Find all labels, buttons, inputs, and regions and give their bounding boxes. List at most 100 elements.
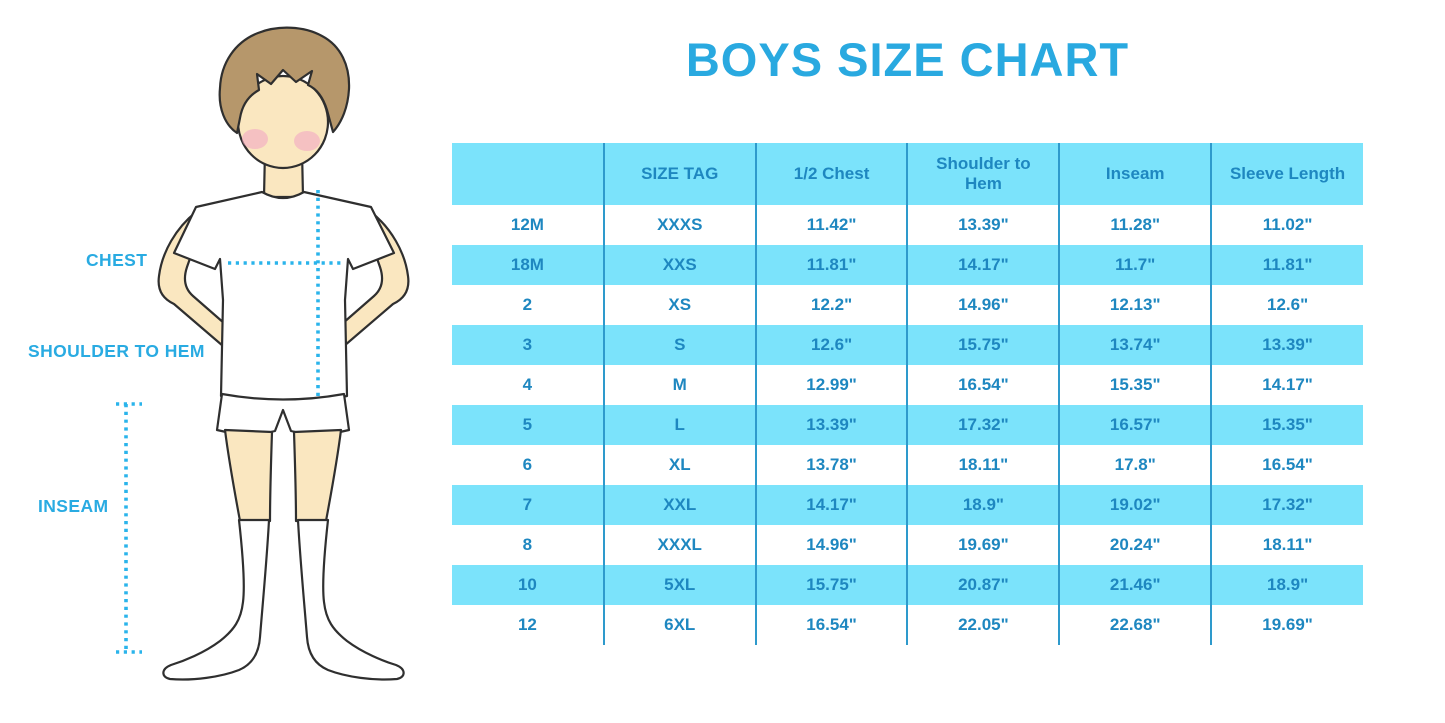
table-head: SIZE TAG 1/2 Chest Shoulder to Hem Inseam Sl… — [452, 143, 1363, 205]
value-cell: 12.99" — [754, 365, 908, 405]
column-header: Sleeve Length — [1210, 143, 1363, 205]
size-cell: 8 — [522, 535, 533, 554]
size-cell: 6 — [522, 455, 533, 474]
size-cell: 18M — [452, 245, 604, 285]
column-header: Shoulder to Hem — [906, 143, 1060, 205]
value-cell: XXL — [602, 485, 756, 525]
value-cell: 15.35" — [1058, 365, 1212, 405]
size-chart-table-wrap: SIZE TAG 1/2 Chest Shoulder to Hem Inseam Sl… — [452, 143, 1363, 645]
measurement-figure: CHEST SHOULDER TO HEM INSEAM — [0, 0, 450, 723]
table-row: 4 M 12.99" 16.54" 15.35" 14.17" — [452, 365, 1363, 405]
right-cheek-shape — [294, 131, 320, 151]
column-header: 1/2 Chest — [754, 143, 908, 205]
table-row: 7 XXL 14.17" 18.9" 19.02" 17.32" — [452, 485, 1363, 525]
value-cell: 19.69" — [1210, 605, 1363, 645]
value-cell: 18.9" — [1210, 565, 1363, 605]
value-cell: 20.87" — [906, 565, 1060, 605]
value-cell: 12.13" — [1058, 285, 1212, 325]
value-cell: 19.02" — [1058, 485, 1212, 525]
value-cell: 13.39" — [754, 405, 908, 445]
inseam-label: INSEAM — [38, 496, 109, 516]
table-row: 2 XS 12.2" 14.96" 12.13" 12.6" — [452, 285, 1363, 325]
page-title: BOYS SIZE CHART — [685, 33, 1130, 86]
value-cell: 13.74" — [1058, 325, 1212, 365]
table-row: 12 6XL 16.54" 22.05" 22.68" 19.69" — [452, 605, 1363, 645]
value-cell: M — [602, 365, 756, 405]
table-row: 18M XXS 11.81" 14.17" 11.7" 11.81" — [452, 245, 1363, 285]
value-cell: XL — [602, 445, 756, 485]
table-body: 12M XXXS 11.42" 13.39" 11.28" 11.02" 18M XXS 11.… — [452, 205, 1363, 645]
value-cell: 18.11" — [906, 445, 1060, 485]
value-cell: 18.11" — [1210, 525, 1363, 565]
value-cell: XXXL — [602, 525, 756, 565]
value-cell: 13.39" — [1210, 325, 1363, 365]
value-cell: 11.02" — [1210, 205, 1363, 245]
size-cell: 12M — [510, 215, 544, 234]
value-cell: 22.68" — [1058, 605, 1212, 645]
value-cell: 21.46" — [1058, 565, 1212, 605]
table-row: 3 S 12.6" 15.75" 13.74" 13.39" — [452, 325, 1363, 365]
shoulder-to-hem-label: SHOULDER TO HEM — [28, 341, 205, 361]
value-cell: 6XL — [602, 605, 756, 645]
value-cell: 14.17" — [906, 245, 1060, 285]
value-cell: 5XL — [602, 565, 756, 605]
value-cell: 11.7" — [1058, 245, 1212, 285]
size-cell: 12 — [517, 615, 537, 634]
value-cell: 19.69" — [906, 525, 1060, 565]
table-row: 10 5XL 15.75" 20.87" 21.46" 18.9" — [452, 565, 1363, 605]
left-thigh-shape — [223, 428, 274, 523]
value-cell: 13.39" — [906, 205, 1060, 245]
value-cell: 11.81" — [1210, 245, 1363, 285]
table-header-row: SIZE TAG 1/2 Chest Shoulder to Hem Inseam Sl… — [452, 143, 1363, 205]
size-cell: 4 — [522, 375, 533, 394]
column-header: SIZE TAG — [602, 143, 756, 205]
size-cell: 3 — [452, 325, 604, 365]
table-row: 5 L 13.39" 17.32" 16.57" 15.35" — [452, 405, 1363, 445]
value-cell: 11.42" — [754, 205, 908, 245]
size-cell: 10 — [452, 565, 604, 605]
table-row: 6 XL 13.78" 18.11" 17.8" 16.54" — [452, 445, 1363, 485]
value-cell: XS — [602, 285, 756, 325]
value-cell: 14.17" — [754, 485, 908, 525]
left-sock-shape — [162, 518, 271, 681]
value-cell: 13.78" — [754, 445, 908, 485]
value-cell: 16.54" — [906, 365, 1060, 405]
left-cheek-shape — [242, 129, 268, 149]
value-cell: 15.75" — [906, 325, 1060, 365]
right-thigh-shape — [292, 428, 343, 523]
value-cell: L — [602, 405, 756, 445]
value-cell: 15.35" — [1210, 405, 1363, 445]
value-cell: 20.24" — [1058, 525, 1212, 565]
value-cell: 17.32" — [906, 405, 1060, 445]
size-chart-table: SIZE TAG 1/2 Chest Shoulder to Hem Inseam Sl… — [452, 143, 1363, 645]
size-column-header — [452, 143, 604, 205]
value-cell: 14.96" — [754, 525, 908, 565]
table-row: 12M XXXS 11.42" 13.39" 11.28" 11.02" — [452, 205, 1363, 245]
value-cell: 14.17" — [1210, 365, 1363, 405]
value-cell: 11.81" — [754, 245, 908, 285]
chest-label: CHEST — [86, 250, 148, 270]
shorts-shape — [215, 392, 351, 436]
value-cell: 12.6" — [1210, 285, 1363, 325]
value-cell: 16.57" — [1058, 405, 1212, 445]
size-cell: 7 — [452, 485, 604, 525]
value-cell: S — [602, 325, 756, 365]
size-cell: 5 — [452, 405, 604, 445]
size-cell: 2 — [522, 295, 533, 314]
value-cell: XXXS — [602, 205, 756, 245]
value-cell: 11.28" — [1058, 205, 1212, 245]
table-row: 8 XXXL 14.96" 19.69" 20.24" 18.11" — [452, 525, 1363, 565]
value-cell: 15.75" — [754, 565, 908, 605]
value-cell: 17.8" — [1058, 445, 1212, 485]
boy-figure-illustration — [116, 26, 410, 681]
value-cell: 12.2" — [754, 285, 908, 325]
value-cell: 12.6" — [754, 325, 908, 365]
value-cell: 16.54" — [1210, 445, 1363, 485]
tshirt-shape — [172, 190, 396, 404]
value-cell: XXS — [602, 245, 756, 285]
value-cell: 18.9" — [906, 485, 1060, 525]
right-sock-shape — [296, 518, 405, 681]
hair-shape — [218, 26, 351, 135]
value-cell: 17.32" — [1210, 485, 1363, 525]
value-cell: 22.05" — [906, 605, 1060, 645]
